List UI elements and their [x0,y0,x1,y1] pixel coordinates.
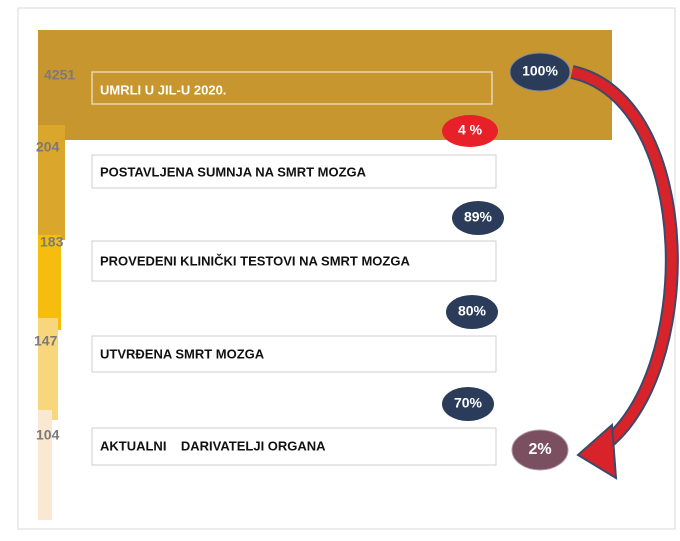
bar [38,410,52,520]
percent-badge [446,295,498,329]
arrow-head [576,422,618,480]
percent: 70% [454,395,483,411]
step-label: AKTUALNI DARIVATELJI ORGANA [100,438,326,453]
percent-badge [452,201,504,235]
value: 4251 [44,67,75,83]
bar [38,318,58,420]
arrow [570,67,677,453]
label-box [91,427,497,466]
step-label: PROVEDENI KLINIČKI TESTOVI NA SMRT MOZGA [100,253,410,268]
label-box [91,240,497,282]
percent: 100% [522,63,558,79]
percent: 89% [464,209,493,225]
step-label: UTVRĐENA SMRT MOZGA [100,346,265,361]
value: 104 [36,427,60,443]
top-bar [38,30,612,140]
percent-badge [442,387,494,421]
value: 147 [34,333,58,349]
label-box [91,335,497,373]
step-label: UMRLI U JIL-U 2020. [100,82,226,97]
label-box [91,71,493,105]
percent-badge [509,52,571,92]
result-percent: 2% [528,441,551,458]
percent: 4 % [458,122,483,138]
bar [38,235,61,330]
value: 183 [40,234,64,250]
result-badge [511,429,569,471]
label-box [91,154,497,189]
bar [38,125,65,240]
percent: 80% [458,303,487,319]
step-label: POSTAVLJENA SUMNJA NA SMRT MOZGA [100,164,367,179]
percent-badge [442,115,498,147]
value: 204 [36,139,60,155]
